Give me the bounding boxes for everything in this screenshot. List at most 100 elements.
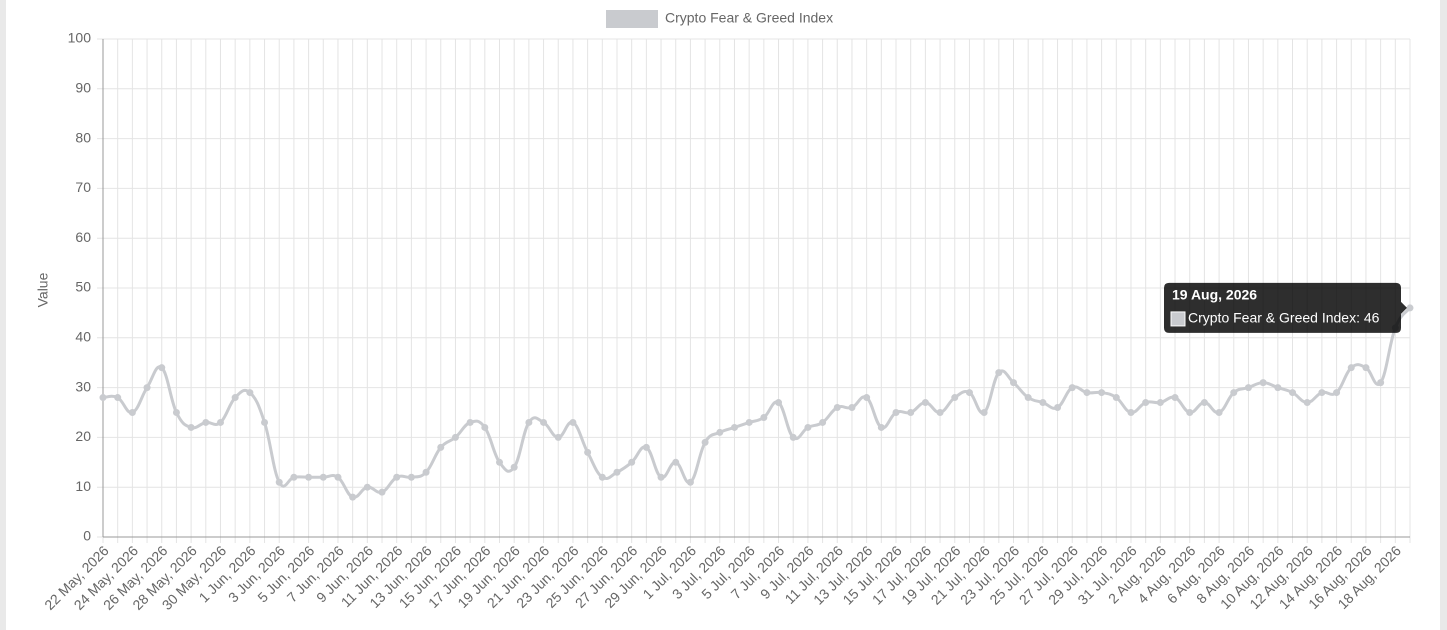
data-point[interactable] — [1200, 399, 1208, 407]
data-point[interactable] — [216, 418, 224, 426]
data-point[interactable] — [1289, 389, 1297, 397]
data-point[interactable] — [305, 473, 313, 481]
data-point[interactable] — [907, 409, 915, 416]
data-point[interactable] — [334, 473, 342, 481]
data-point[interactable] — [1098, 389, 1106, 397]
data-point[interactable] — [319, 473, 327, 481]
data-point[interactable] — [1377, 379, 1385, 387]
data-point[interactable] — [437, 443, 445, 451]
data-point[interactable] — [1009, 379, 1017, 387]
data-point[interactable] — [1112, 394, 1120, 402]
data-point[interactable] — [1171, 394, 1179, 402]
data-point[interactable] — [1156, 399, 1164, 407]
y-axis-title: Value — [35, 272, 51, 307]
data-point[interactable] — [481, 423, 489, 431]
data-point[interactable] — [686, 478, 694, 486]
data-point[interactable] — [1259, 379, 1267, 387]
data-point[interactable] — [246, 389, 254, 397]
data-point[interactable] — [202, 418, 210, 426]
data-point[interactable] — [1186, 409, 1194, 416]
data-point[interactable] — [128, 409, 136, 416]
data-point[interactable] — [819, 418, 827, 426]
data-point[interactable] — [936, 409, 944, 416]
data-point[interactable] — [1230, 389, 1238, 397]
data-point[interactable] — [569, 418, 577, 426]
data-point[interactable] — [466, 418, 474, 426]
data-point[interactable] — [275, 478, 283, 486]
data-point[interactable] — [363, 483, 371, 491]
data-point[interactable] — [1318, 389, 1326, 397]
data-point[interactable] — [172, 409, 180, 416]
data-point[interactable] — [1142, 399, 1150, 407]
data-point[interactable] — [99, 394, 107, 402]
data-point[interactable] — [598, 473, 606, 481]
data-point[interactable] — [510, 463, 518, 471]
data-point[interactable] — [1406, 304, 1414, 312]
data-point[interactable] — [1362, 364, 1370, 372]
data-point[interactable] — [1274, 384, 1282, 392]
data-point[interactable] — [760, 413, 768, 421]
y-tick-label: 20 — [75, 428, 91, 444]
data-point[interactable] — [1068, 384, 1076, 392]
data-point[interactable] — [261, 418, 269, 426]
data-point[interactable] — [584, 448, 592, 456]
y-tick-label: 90 — [75, 80, 91, 96]
data-point[interactable] — [863, 394, 871, 402]
data-point[interactable] — [1244, 384, 1252, 392]
data-point[interactable] — [422, 468, 430, 476]
data-point[interactable] — [642, 443, 650, 451]
data-point[interactable] — [877, 423, 885, 431]
data-point[interactable] — [775, 399, 783, 407]
y-tick-label: 10 — [75, 478, 91, 494]
data-point[interactable] — [540, 418, 548, 426]
data-point[interactable] — [716, 428, 724, 436]
data-point[interactable] — [951, 394, 959, 402]
data-point[interactable] — [143, 384, 151, 392]
data-point[interactable] — [525, 418, 533, 426]
data-point[interactable] — [745, 418, 753, 426]
data-point[interactable] — [158, 364, 166, 372]
data-point[interactable] — [1039, 399, 1047, 407]
data-point[interactable] — [1024, 394, 1032, 402]
legend-swatch[interactable] — [606, 10, 658, 28]
data-point[interactable] — [701, 438, 709, 446]
data-point[interactable] — [1127, 409, 1135, 416]
y-tick-label: 40 — [75, 329, 91, 345]
data-point[interactable] — [1333, 389, 1341, 397]
data-point[interactable] — [554, 433, 562, 441]
data-point[interactable] — [789, 433, 797, 441]
data-point[interactable] — [613, 468, 621, 476]
data-point[interactable] — [921, 399, 929, 407]
data-point[interactable] — [980, 409, 988, 416]
data-point[interactable] — [965, 389, 973, 397]
tooltip-title: 19 Aug, 2026 — [1172, 287, 1257, 303]
data-point[interactable] — [995, 369, 1003, 377]
data-point[interactable] — [114, 394, 122, 402]
data-point[interactable] — [187, 423, 195, 431]
data-point[interactable] — [393, 473, 401, 481]
y-tick-label: 30 — [75, 378, 91, 394]
data-point[interactable] — [378, 488, 386, 496]
data-point[interactable] — [730, 423, 738, 431]
data-point[interactable] — [349, 493, 357, 501]
data-point[interactable] — [290, 473, 298, 481]
data-point[interactable] — [1215, 409, 1223, 416]
data-point[interactable] — [1347, 364, 1355, 372]
data-point[interactable] — [407, 473, 415, 481]
data-point[interactable] — [451, 433, 459, 441]
data-point[interactable] — [848, 404, 856, 412]
data-point[interactable] — [628, 458, 636, 466]
data-point[interactable] — [892, 409, 900, 416]
legend-label[interactable]: Crypto Fear & Greed Index — [665, 10, 833, 26]
data-point[interactable] — [804, 423, 812, 431]
data-point[interactable] — [496, 458, 504, 466]
data-point[interactable] — [657, 473, 665, 481]
data-point[interactable] — [1083, 389, 1091, 397]
data-point[interactable] — [1303, 399, 1311, 407]
data-point[interactable] — [231, 394, 239, 402]
data-point[interactable] — [672, 458, 680, 466]
data-point[interactable] — [1054, 404, 1062, 412]
data-point[interactable] — [833, 404, 841, 412]
